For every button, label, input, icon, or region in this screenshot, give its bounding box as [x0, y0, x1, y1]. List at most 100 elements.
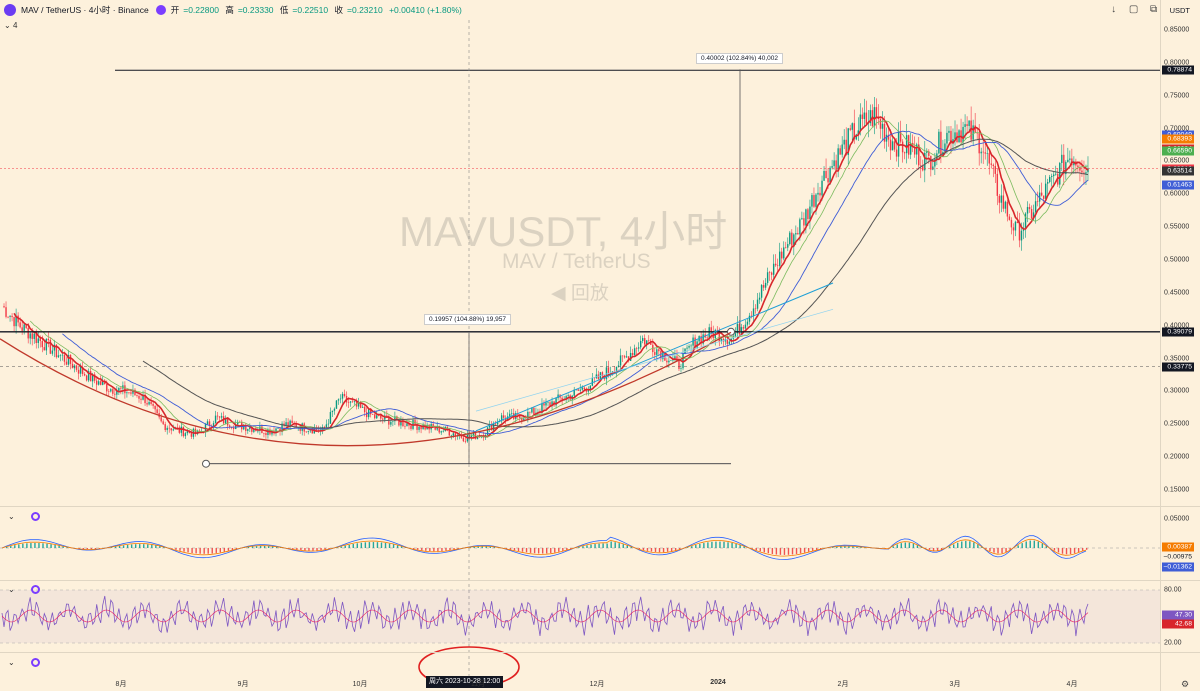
candle-body [533, 407, 535, 415]
macd-bar [163, 546, 165, 548]
candle-body [1040, 192, 1043, 196]
candle-body [621, 355, 624, 357]
gear-icon[interactable]: ⚙ [1181, 679, 1190, 689]
macd-bar [34, 542, 36, 548]
macd-bar [811, 548, 814, 551]
macd-bar [779, 548, 782, 555]
indicator-icon[interactable] [30, 512, 40, 521]
macd-bar [288, 548, 290, 549]
copy-icon[interactable]: ⧉ [1150, 4, 1158, 15]
candle-body [934, 159, 936, 167]
candle-body [875, 107, 878, 117]
macd-bar [1061, 548, 1064, 554]
macd-bar [695, 544, 697, 548]
macd-bar [296, 548, 298, 550]
macd-bar [316, 548, 318, 551]
candle-body [1002, 195, 1005, 209]
candle-body [398, 420, 400, 426]
candle-body [255, 429, 257, 432]
macd-bar [594, 544, 596, 548]
candle-body [216, 415, 219, 417]
pane-separator[interactable] [0, 652, 1200, 653]
macd-bar [1001, 548, 1003, 554]
candle-body [39, 338, 41, 342]
macd-bar [723, 541, 725, 548]
macd-bar [449, 548, 451, 551]
square-icon[interactable]: ▢ [1128, 4, 1139, 15]
candle-body [885, 134, 888, 142]
macd-bar [223, 548, 226, 552]
macd-bar [312, 548, 314, 551]
candle-body [95, 380, 98, 385]
pane-separator[interactable] [0, 506, 1200, 507]
macd-bar [493, 546, 496, 548]
candle-body [309, 430, 311, 432]
candle-body [881, 123, 884, 129]
candle-body [529, 411, 531, 413]
macd-bar [384, 543, 387, 548]
candle-body [1055, 173, 1057, 175]
macd-bar [1073, 548, 1076, 554]
indicator-icon[interactable] [30, 585, 40, 594]
candle-body [841, 144, 843, 155]
candle-body [619, 355, 622, 366]
candle-body [587, 389, 590, 392]
macd-bar [187, 548, 189, 553]
macd-bar [94, 548, 97, 550]
macd-bar [159, 546, 161, 548]
candle-body [291, 420, 293, 424]
indicator-count[interactable]: ⌄ 4 [4, 21, 18, 30]
macd-bar [848, 546, 850, 548]
price-scale[interactable] [1160, 0, 1200, 691]
symbol-title[interactable]: MAV / TetherUS · 4小时 · Binance [21, 5, 149, 15]
chevron-down-icon[interactable]: ⌄ [8, 512, 15, 521]
candle-body [692, 337, 694, 346]
currency-select[interactable]: USDT [1169, 5, 1190, 15]
candle-body [69, 355, 72, 364]
macd-bar [521, 548, 524, 552]
price-tag: 42.68 [1162, 619, 1194, 629]
eye-icon[interactable] [155, 5, 166, 15]
macd-bar [981, 546, 983, 548]
candle-body [936, 153, 938, 160]
macd-bar [130, 544, 133, 548]
candle-body [813, 195, 815, 207]
candle-body [114, 393, 116, 395]
pane-separator[interactable] [0, 580, 1200, 581]
indicator-icon[interactable] [30, 658, 40, 667]
candle-body [835, 160, 837, 172]
candle-body [289, 420, 291, 427]
candle-body [249, 427, 251, 430]
candle-body [402, 420, 404, 427]
candle-body [847, 128, 849, 155]
chevron-down-icon[interactable]: ⌄ [8, 585, 15, 594]
arrow-down-icon[interactable]: ↓ [1111, 4, 1117, 15]
y-tick-label: 0.70000 [1164, 125, 1190, 133]
macd-bar [803, 548, 806, 553]
macd-bar [961, 541, 963, 548]
candle-body [85, 375, 88, 381]
candle-body [299, 427, 301, 431]
macd-bar [477, 546, 479, 548]
candle-body [509, 413, 511, 417]
candle-body [591, 377, 594, 386]
candle-body [37, 338, 39, 344]
candle-body [31, 333, 33, 339]
chevron-down-icon[interactable]: ⌄ [8, 658, 15, 667]
candle-body [565, 396, 567, 400]
candle-body [273, 430, 275, 433]
macd-bar [820, 548, 822, 550]
candle-body [756, 299, 759, 309]
candle-body [845, 139, 847, 155]
macd-bar [759, 548, 761, 552]
moving-average-line [62, 130, 1089, 435]
candle-body [998, 195, 1001, 203]
candle-body [265, 433, 267, 436]
candle-body [100, 381, 102, 385]
candle-body [950, 130, 952, 144]
trend-channel [475, 282, 834, 432]
macd-bar [143, 544, 145, 548]
macd-bar [54, 544, 56, 548]
y-tick-label: 0.20000 [1164, 453, 1190, 461]
price-chart[interactable] [0, 0, 1160, 691]
